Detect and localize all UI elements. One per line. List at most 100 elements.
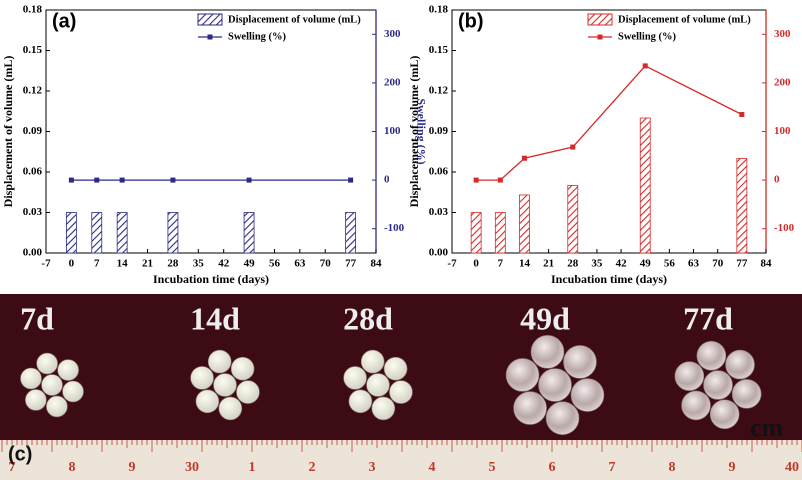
y2-tick-label: 100 [774, 125, 791, 137]
point [170, 177, 176, 183]
point [348, 177, 354, 183]
bar [567, 185, 579, 254]
point [642, 63, 648, 69]
y-tick-label: 0.18 [429, 4, 449, 16]
bead [725, 349, 755, 380]
x-tick-label: 84 [761, 258, 773, 270]
bar [639, 117, 651, 254]
bead [213, 373, 237, 397]
x-tick-label: 49 [640, 258, 652, 270]
y-tick-label: 0.09 [23, 125, 43, 137]
bar [345, 212, 357, 254]
x-tick-label: 42 [616, 258, 628, 270]
legend-label: Displacement of volume (mL) [618, 14, 751, 25]
y-tick-label: 0.06 [23, 166, 43, 178]
bead [348, 389, 373, 414]
legend-label: Displacement of volume (mL) [228, 14, 361, 25]
bead [236, 380, 260, 404]
bead [46, 395, 68, 418]
bead [681, 390, 711, 421]
point [119, 177, 125, 183]
x-tick-label: 0 [473, 258, 479, 270]
sample-label: 49d [520, 300, 570, 336]
y2-axis-label: Swelling (%) [414, 98, 428, 164]
sample-label: 77d [683, 300, 733, 336]
line [476, 65, 743, 181]
x-tick-label: 77 [345, 258, 357, 270]
y-tick-label: 0.12 [23, 85, 43, 97]
y2-tick-label: 300 [774, 28, 791, 40]
bead [218, 396, 243, 421]
bead [505, 358, 540, 392]
bar [91, 212, 103, 254]
ruler-label: 40 [785, 460, 799, 475]
ruler-label: 7 [9, 460, 16, 475]
y2-tick-label: -100 [774, 222, 795, 234]
y2-tick-label: 200 [384, 76, 401, 88]
bead [563, 345, 597, 379]
point [739, 111, 745, 117]
bead [230, 356, 255, 381]
y-tick-label: 0.18 [23, 4, 43, 16]
unit-label: cm [750, 413, 784, 442]
bead [731, 379, 762, 409]
bead [389, 380, 413, 404]
legend-marker [207, 34, 213, 40]
bead [545, 401, 580, 435]
bead [383, 356, 408, 381]
bar [519, 194, 530, 254]
sample-label: 7d [20, 300, 54, 336]
y2-tick-label: 300 [384, 28, 401, 40]
y-tick-label: 0.09 [429, 125, 449, 137]
point [570, 144, 576, 150]
x-tick-label: 63 [294, 258, 306, 270]
x-tick-label: 77 [736, 258, 748, 270]
bead [207, 349, 232, 374]
ruler-label: 3 [369, 460, 376, 475]
bead [366, 373, 390, 397]
bead [195, 389, 220, 414]
bead [513, 391, 547, 425]
panel-label: (c) [8, 443, 32, 465]
ruler-label: 2 [309, 460, 316, 475]
y-axis-label: Displacement of volume (mL) [1, 56, 15, 208]
x-tick-label: 84 [371, 258, 383, 270]
bead [696, 340, 727, 371]
bead [62, 380, 84, 403]
point [94, 177, 100, 183]
y-tick-label: 0.06 [429, 166, 449, 178]
ruler-label: 5 [489, 460, 496, 475]
y2-tick-label: 0 [774, 174, 780, 186]
bar [167, 212, 179, 254]
ruler-label: 1 [249, 460, 256, 475]
x-tick-label: 42 [218, 258, 230, 270]
bead [190, 366, 214, 390]
panel-label: (a) [52, 10, 76, 32]
ruler [0, 440, 802, 480]
x-tick-label: 56 [664, 258, 676, 270]
y-tick-label: 0.03 [429, 206, 449, 218]
bead [709, 399, 740, 430]
ruler-label: 9 [729, 460, 736, 475]
ruler-label: 30 [185, 460, 199, 475]
point [497, 177, 503, 183]
bead [57, 359, 79, 381]
y-tick-label: 0.03 [23, 206, 43, 218]
y2-tick-label: 200 [774, 76, 791, 88]
bead [538, 368, 572, 402]
bead [703, 370, 733, 400]
x-axis-label: Incubation time (days) [153, 272, 269, 286]
legend-label: Swelling (%) [228, 31, 287, 42]
ruler-label: 9 [129, 460, 136, 475]
x-tick-label: 0 [69, 258, 75, 270]
bar [116, 212, 128, 254]
bead [530, 335, 565, 369]
bead [41, 374, 63, 396]
bead [570, 378, 605, 412]
y2-tick-label: 100 [384, 125, 401, 137]
bead [371, 396, 396, 421]
x-tick-label: 14 [519, 258, 531, 270]
point [521, 155, 527, 161]
bead [674, 361, 705, 391]
x-tick-label: 70 [320, 258, 332, 270]
